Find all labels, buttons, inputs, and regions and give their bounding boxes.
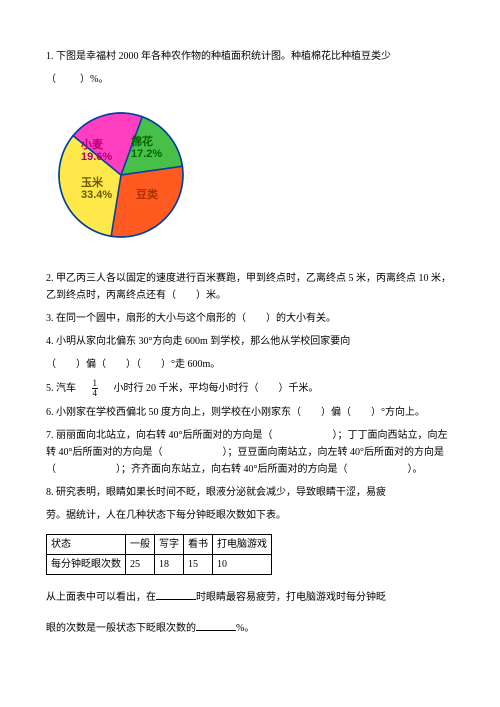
td-0: 每分钟眨眼次数 bbox=[47, 555, 126, 575]
question-1-paren: （ ）%。 bbox=[46, 71, 454, 88]
question-8-blank1: 从上面表中可以看出，在 时眼睛最容易疲劳，打电脑游戏时每分钟眨 bbox=[46, 589, 454, 606]
th-3: 看书 bbox=[184, 535, 213, 555]
question-5: 5. 汽车 1 4 小时行 20 千米，平均每小时行（ ）千米。 bbox=[46, 379, 454, 398]
pie-svg: 棉花17.2% 豆类 玉米33.4% 小麦19.6% bbox=[46, 100, 196, 250]
q1-close: ）%。 bbox=[80, 74, 108, 85]
q8-b1-post: 时眼睛最容易疲劳，打电脑游戏时每分钟眨 bbox=[196, 592, 386, 603]
blank-line bbox=[156, 589, 196, 600]
td-2: 18 bbox=[155, 555, 184, 575]
th-4: 打电脑游戏 bbox=[213, 535, 272, 555]
q5-fraction: 1 4 bbox=[92, 379, 99, 398]
q5-before: 5. 汽车 bbox=[46, 383, 86, 394]
question-6: 6. 小刚家在学校西偏北 50 度方向上，则学校在小刚家东（ ）偏（ ）°方向上… bbox=[46, 404, 454, 421]
q8-b2-post: %。 bbox=[236, 623, 254, 634]
question-8-intro: 8. 研究表明，眼睛如果长时间不眨，眼液分泌就会减少，导致眼睛干涩，易疲 bbox=[46, 484, 454, 501]
pie-slice bbox=[111, 166, 183, 237]
pie-label: 豆类 bbox=[136, 187, 159, 201]
th-0: 状态 bbox=[47, 535, 126, 555]
td-4: 10 bbox=[213, 555, 272, 575]
blink-table: 状态 一般 写字 看书 打电脑游戏 每分钟眨眼次数 25 18 15 10 bbox=[46, 534, 272, 575]
q8-b1-pre: 从上面表中可以看出，在 bbox=[46, 592, 156, 603]
q5-after: 小时行 20 千米，平均每小时行（ ）千米。 bbox=[104, 383, 319, 394]
td-1: 25 bbox=[126, 555, 155, 575]
blank-line-2 bbox=[196, 620, 236, 631]
question-4-line2: （ ）偏（ ）（ ）°走 600m。 bbox=[46, 356, 454, 373]
q1-text: 1. 下图是幸福村 2000 年各种农作物的种植面积统计图。种植棉花比种植豆类少 bbox=[46, 51, 391, 62]
q1-open: （ bbox=[46, 74, 56, 85]
question-8-blank2: 眼的次数是一般状态下眨眼次数的 %。 bbox=[46, 620, 454, 637]
pie-label: 33.4% bbox=[81, 189, 112, 201]
q5-frac-den: 4 bbox=[92, 389, 99, 398]
th-2: 写字 bbox=[155, 535, 184, 555]
pie-label: 玉米 bbox=[81, 175, 104, 189]
pie-label: 小麦 bbox=[80, 137, 104, 151]
th-1: 一般 bbox=[126, 535, 155, 555]
question-1: 1. 下图是幸福村 2000 年各种农作物的种植面积统计图。种植棉花比种植豆类少 bbox=[46, 48, 454, 65]
pie-label: 19.6% bbox=[81, 151, 112, 163]
q1-blank bbox=[56, 74, 80, 85]
td-3: 15 bbox=[184, 555, 213, 575]
question-7: 7. 丽丽面向北站立，向右转 40°后所面对的方向是（ ）；丁丁面向西站立，向左… bbox=[46, 427, 454, 478]
question-3: 3. 在同一个圆中，扇形的大小与这个扇形的（ ）的大小有关。 bbox=[46, 310, 454, 327]
question-2: 2. 甲乙丙三人各以固定的速度进行百米赛跑，甲到终点时，乙离终点 5 米，丙离终… bbox=[46, 270, 454, 304]
question-4-line1: 4. 小明从家向北偏东 30°方向走 600m 到学校，那么他从学校回家要向 bbox=[46, 333, 454, 350]
pie-chart: 棉花17.2% 豆类 玉米33.4% 小麦19.6% bbox=[46, 100, 196, 250]
table-data-row: 每分钟眨眼次数 25 18 15 10 bbox=[47, 555, 272, 575]
q8-b2-pre: 眼的次数是一般状态下眨眼次数的 bbox=[46, 623, 196, 634]
table-header-row: 状态 一般 写字 看书 打电脑游戏 bbox=[47, 535, 272, 555]
pie-label: 17.2% bbox=[131, 148, 162, 160]
pie-label: 棉花 bbox=[131, 134, 153, 148]
question-8-intro2: 劳。据统计，人在几种状态下每分钟眨眼次数如下表。 bbox=[46, 507, 454, 524]
